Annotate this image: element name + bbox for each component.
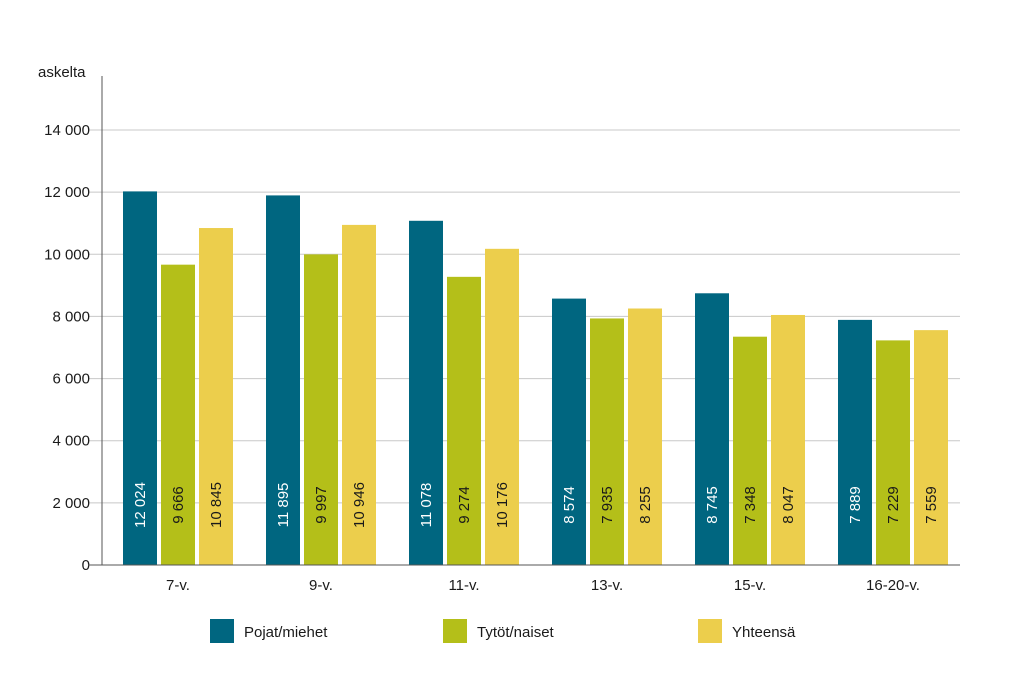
gridlines — [88, 129, 960, 504]
legend-swatch — [443, 619, 467, 643]
data-label: 7 229 — [885, 486, 902, 524]
bar — [447, 276, 481, 565]
data-label: 7 348 — [742, 486, 759, 524]
bar — [628, 308, 662, 565]
data-label: 9 997 — [313, 486, 330, 524]
y-axis-label: askelta — [38, 64, 86, 81]
data-label: 7 935 — [599, 486, 616, 524]
bar — [409, 220, 443, 565]
bar — [771, 314, 805, 565]
bar — [161, 264, 195, 565]
y-tick-label: 12 000 — [44, 184, 90, 201]
x-tick-label: 7-v. — [166, 577, 190, 594]
bar — [552, 298, 586, 565]
data-label: 9 274 — [456, 486, 473, 524]
data-label: 8 255 — [637, 486, 654, 524]
bar — [266, 195, 300, 566]
bar — [123, 191, 157, 565]
x-tick-label: 9-v. — [309, 577, 333, 594]
x-axis-ticks: 7-v. 9-v. 11-v. 13-v. 15-v. 16-20-v. — [166, 577, 920, 594]
y-tick-label: 4 000 — [52, 433, 90, 450]
y-axis-ticks: 0 2 000 4 000 6 000 8 000 10 000 12 000 14 000 — [44, 122, 90, 574]
data-label: 9 666 — [170, 486, 187, 524]
legend: Pojat/miehet Tytöt/naiset Yhteensä — [210, 619, 796, 643]
y-tick-label: 0 — [82, 557, 90, 574]
x-tick-label: 15-v. — [734, 577, 766, 594]
data-label: 11 078 — [418, 483, 435, 528]
bars — [123, 191, 948, 566]
x-tick-label: 16-20-v. — [866, 577, 920, 594]
bar — [485, 248, 519, 565]
data-label: 10 176 — [494, 482, 511, 528]
data-label: 8 745 — [704, 486, 721, 524]
legend-label: Tytöt/naiset — [477, 624, 555, 641]
bar — [199, 228, 233, 566]
data-label: 7 889 — [847, 486, 864, 524]
data-label: 11 895 — [275, 483, 292, 528]
data-label: 12 024 — [132, 482, 149, 528]
bar — [304, 254, 338, 566]
bar — [590, 318, 624, 565]
legend-label: Pojat/miehet — [244, 624, 328, 641]
data-label: 7 559 — [923, 486, 940, 524]
data-label: 10 946 — [351, 482, 368, 528]
data-label: 10 845 — [208, 482, 225, 528]
axes — [88, 76, 960, 566]
x-tick-label: 13-v. — [591, 577, 623, 594]
bar — [342, 224, 376, 565]
data-labels: 12 024 9 666 10 845 11 895 9 997 10 946 11 078… — [132, 482, 940, 528]
bar — [914, 330, 948, 565]
legend-swatch — [210, 619, 234, 643]
legend-label: Yhteensä — [732, 624, 796, 641]
bar — [733, 336, 767, 565]
x-tick-label: 11-v. — [448, 577, 479, 594]
y-tick-label: 10 000 — [44, 246, 90, 263]
legend-swatch — [698, 619, 722, 643]
y-tick-label: 14 000 — [44, 122, 90, 139]
y-tick-label: 2 000 — [52, 495, 90, 512]
y-tick-label: 6 000 — [52, 371, 90, 388]
bar — [695, 293, 729, 565]
data-label: 8 574 — [561, 486, 578, 524]
data-label: 8 047 — [780, 486, 797, 524]
y-tick-label: 8 000 — [52, 308, 90, 325]
bar — [876, 340, 910, 565]
bar — [838, 319, 872, 565]
